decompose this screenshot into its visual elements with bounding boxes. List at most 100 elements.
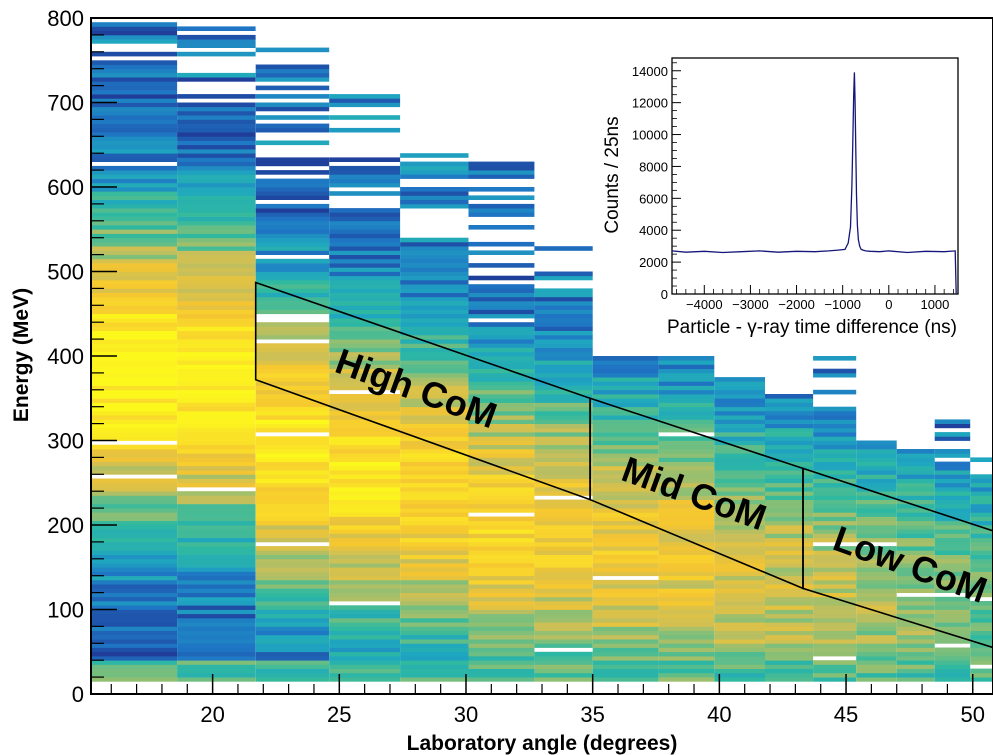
heatmap-bin [177,301,256,306]
heatmap-bin [534,313,593,319]
heatmap-bin [896,579,935,585]
heatmap-bin [400,571,469,577]
heatmap-bin [592,406,659,412]
heatmap-bin [468,541,535,547]
heatmap-bin [329,461,401,467]
heatmap-bin [255,305,330,310]
heatmap-bin [534,546,593,551]
heatmap-bin [813,571,857,577]
heatmap-bin [813,660,857,665]
heatmap-bin [658,394,715,399]
heatmap-bin [329,579,401,585]
heatmap-bin [400,647,469,653]
heatmap-bin [765,677,814,682]
heatmap-bin [91,533,178,539]
heatmap-bin [91,89,178,95]
heatmap-bin [177,634,256,640]
heatmap-bin [896,449,935,454]
heatmap-bin [856,508,897,513]
heatmap-bin [658,470,715,475]
heatmap-bin [970,668,993,674]
heatmap-bin [714,495,765,500]
heatmap-bin [534,440,593,446]
heatmap-bin [934,474,971,479]
heatmap-bin [765,470,814,475]
heatmap-bin [329,381,401,386]
heatmap-bin [934,491,971,496]
heatmap-bin [91,250,178,255]
heatmap-bin [255,237,330,243]
heatmap-bin [255,398,330,403]
heatmap-bin [400,339,469,344]
heatmap-bin [934,626,971,631]
heatmap-bin [714,516,765,522]
heatmap-bin [91,263,178,268]
heatmap-bin [468,575,535,581]
heatmap-bin [91,110,178,116]
heatmap-bin [400,356,469,361]
heatmap-bin [592,419,659,424]
heatmap-bin [896,643,935,648]
heatmap-bin [177,651,256,657]
heatmap-bin [177,550,256,555]
heatmap-bin [177,127,256,133]
heatmap-bin [329,165,401,171]
heatmap-bin [91,334,178,340]
heatmap-bin [468,296,535,302]
heatmap-bin [91,225,178,230]
heatmap-bin [934,465,971,471]
heatmap-bin [91,677,178,682]
heatmap-bin [813,664,857,669]
heatmap-bin [329,284,401,289]
heatmap-bin [329,368,401,374]
heatmap-bin [856,571,897,577]
heatmap-bin [658,541,715,547]
heatmap-bin [658,596,715,602]
heatmap-bin [765,499,814,505]
heatmap-bin [468,275,535,281]
heatmap-bin [934,499,971,505]
heatmap-bin [329,449,401,454]
heatmap-bin [658,406,715,412]
heatmap-bin [658,613,715,619]
heatmap-bin [255,618,330,623]
heatmap-bin [658,601,715,606]
heatmap-bin [714,385,765,391]
heatmap-bin [534,385,593,391]
heatmap-bin [896,491,935,496]
heatmap-bin [91,503,178,509]
heatmap-bin [592,372,659,378]
heatmap-bin [534,677,593,682]
heatmap-bin [592,605,659,610]
heatmap-bin [329,622,401,627]
x-tick-label: 45 [834,702,858,727]
heatmap-bin [970,643,993,648]
heatmap-bin [714,584,765,589]
heatmap-bin [400,191,469,196]
heatmap-bin [534,503,593,509]
heatmap-bin [534,554,593,560]
heatmap-bin [177,313,256,319]
heatmap-bin [765,474,814,479]
heatmap-bin [91,212,178,217]
heatmap-bin [468,613,535,619]
heatmap-bin [91,39,178,44]
heatmap-bin [856,465,897,471]
heatmap-bin [177,136,256,141]
heatmap-bin [714,601,765,606]
heatmap-bin [329,444,401,450]
heatmap-bin [714,571,765,577]
main-x-axis-title: Laboratory angle (degrees) [407,732,678,755]
heatmap-bin [91,668,178,674]
heatmap-bin [91,592,178,598]
heatmap-bin [658,639,715,644]
heatmap-bin [468,651,535,657]
heatmap-bin [255,516,330,522]
heatmap-bin [896,575,935,581]
heatmap-bin [534,482,593,488]
heatmap-bin [468,305,535,310]
heatmap-bin [934,512,971,517]
heatmap-bin [468,550,535,555]
heatmap-bin [91,275,178,281]
heatmap-bin [177,225,256,230]
